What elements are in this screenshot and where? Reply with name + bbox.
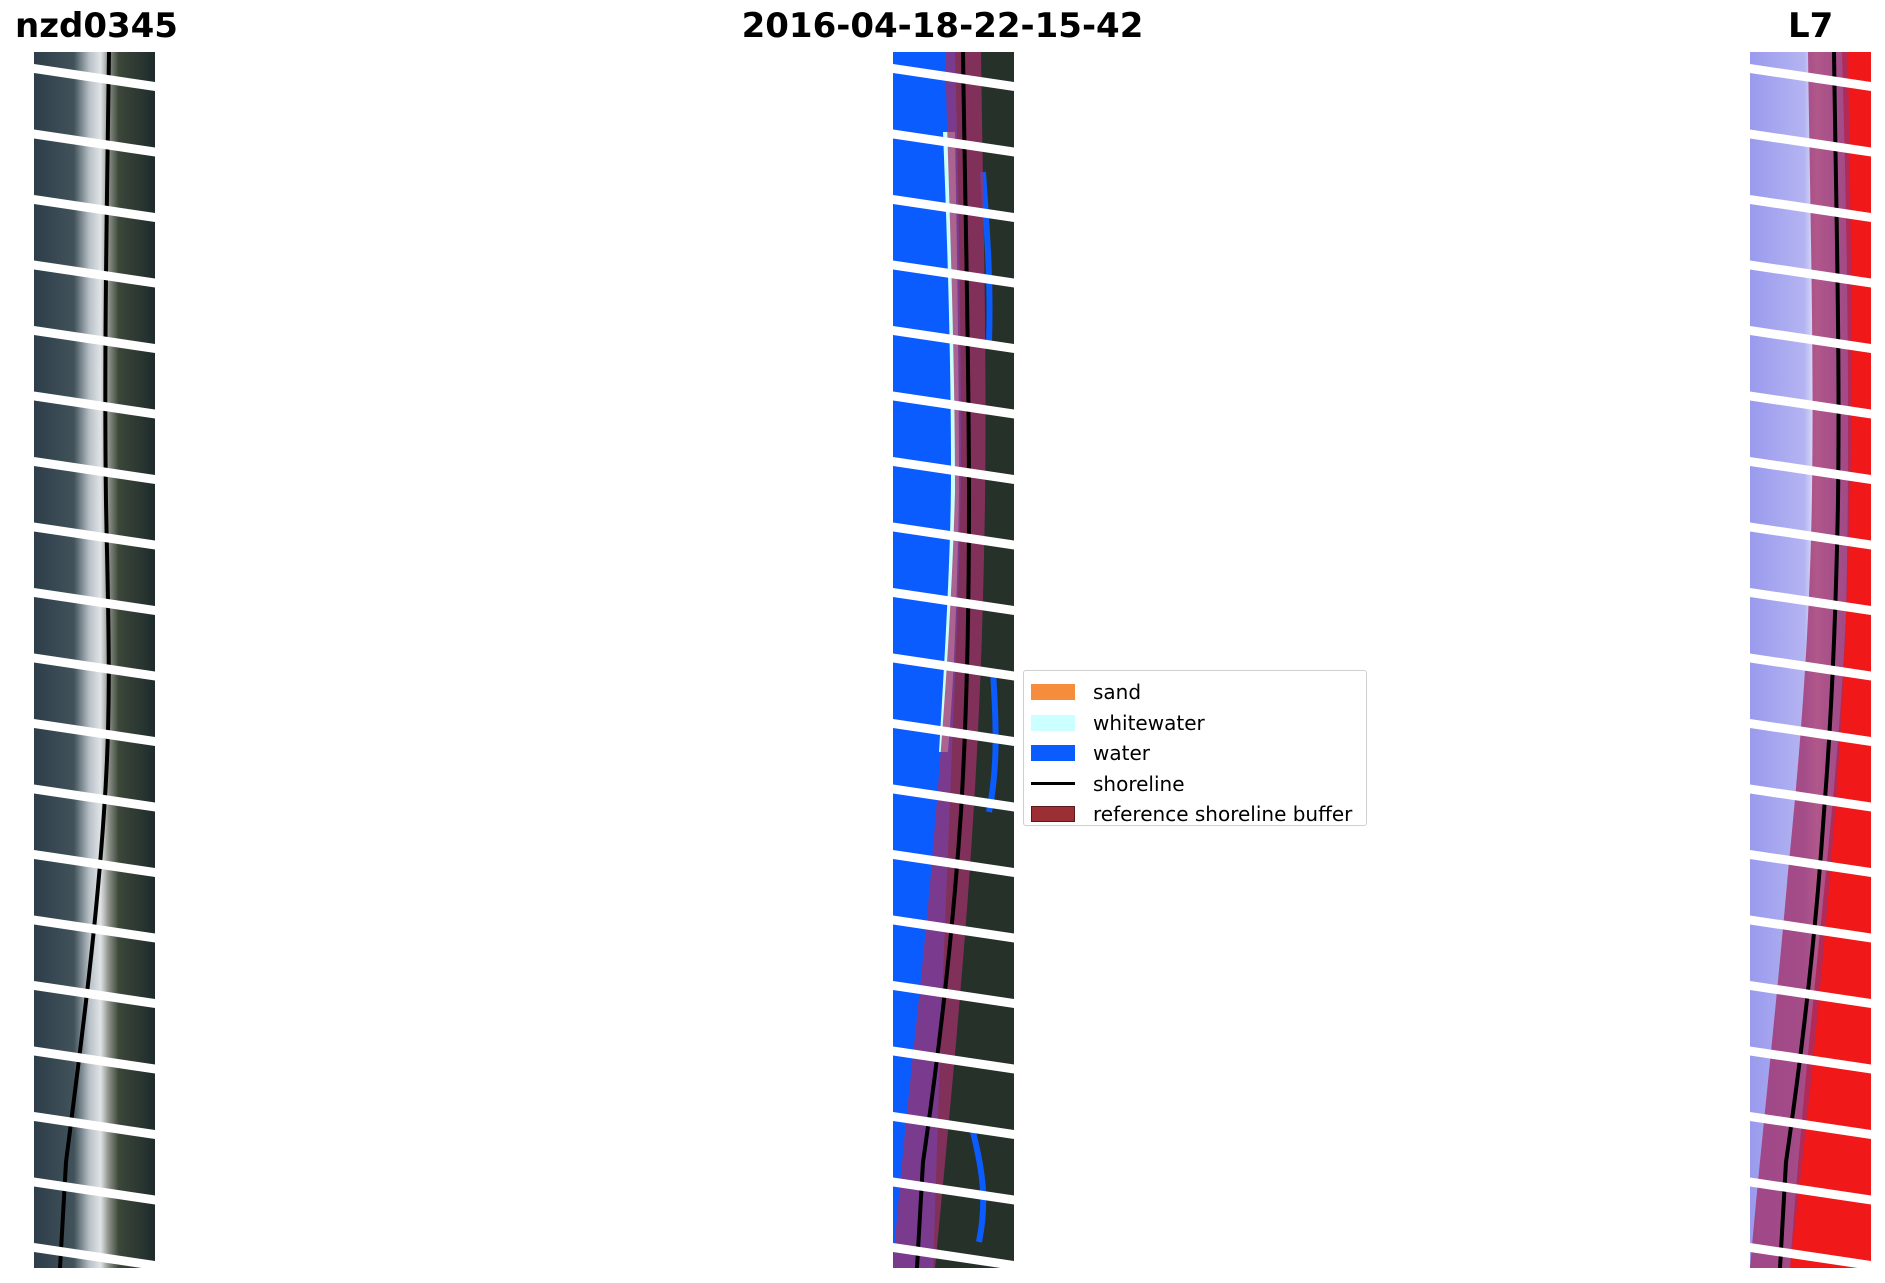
legend-swatch-shoreline [1031, 782, 1075, 786]
scanline-gap [1750, 1243, 1871, 1268]
scanline-gap [1750, 653, 1871, 681]
scanline-gap [893, 1177, 1014, 1205]
legend-item-whitewater: whitewater [1031, 708, 1366, 739]
scanline-gap [893, 522, 1014, 550]
legend-label: sand [1093, 680, 1142, 705]
scanline-gap [1750, 588, 1871, 615]
scanline-gap [893, 588, 1014, 615]
scanline-gap [1750, 1046, 1871, 1074]
scanline-gap [893, 1112, 1014, 1139]
scanline-gap [1750, 981, 1871, 1008]
scanline-gap [1750, 784, 1871, 812]
scanline-gap [893, 981, 1014, 1008]
image-title-site: nzd0345 [15, 6, 178, 46]
scanline-gap [1750, 1177, 1871, 1205]
scanline-gap [34, 850, 155, 877]
legend-label: whitewater [1093, 710, 1205, 735]
scanline-gap [34, 391, 155, 419]
shoreline-classified [915, 52, 972, 1268]
image-title-date: 2016-04-18-22-15-42 [741, 6, 1144, 46]
mndwi-image [1750, 52, 1871, 1268]
scanline-gap [34, 260, 155, 288]
scanline-gap [34, 457, 155, 484]
classified-image [893, 52, 1014, 1268]
scanline-gap [893, 1243, 1014, 1268]
scanline-gap [893, 64, 1014, 91]
legend-swatch-water [1031, 745, 1075, 762]
reference-shoreline-buffer [893, 52, 986, 1268]
rgb-satellite-image [34, 52, 155, 1268]
scanline-gap [1750, 1112, 1871, 1139]
scanline-gaps-rgb [34, 64, 155, 1268]
scanline-gap [34, 981, 155, 1008]
legend: sand whitewater water shoreline referenc… [1023, 670, 1367, 826]
legend-item-reference-shoreline-buffer: reference shoreline buffer [1031, 799, 1366, 830]
scanline-gap [1750, 850, 1871, 877]
scanline-gap [34, 129, 155, 157]
legend-label: reference shoreline buffer [1093, 802, 1353, 827]
scanline-gap [34, 1177, 155, 1205]
image-title-satellite: L7 [1788, 6, 1834, 46]
scanline-gap [893, 784, 1014, 812]
legend-item-shoreline: shoreline [1031, 769, 1366, 800]
legend-label: shoreline [1093, 771, 1185, 796]
legend-item-water: water [1031, 738, 1366, 769]
scanline-gap [34, 1112, 155, 1139]
scanline-gap [34, 653, 155, 681]
scanline-gap [1750, 522, 1871, 550]
scanline-gap [34, 915, 155, 943]
scanline-gap [1750, 457, 1871, 484]
scanline-gap [34, 588, 155, 615]
scanline-gap [34, 1046, 155, 1074]
scanline-gap [893, 850, 1014, 877]
legend-swatch-sand [1031, 684, 1075, 701]
scanline-gap [34, 326, 155, 353]
scanline-gap [893, 457, 1014, 484]
scanline-gap [893, 915, 1014, 943]
shoreline-rgb [58, 52, 111, 1268]
scanline-gap [1750, 129, 1871, 157]
scanline-gap [34, 784, 155, 812]
scanline-gap [1750, 195, 1871, 222]
scanline-gap [1750, 260, 1871, 288]
scanline-gap [893, 129, 1014, 157]
scanline-gap [1750, 326, 1871, 353]
scanline-gap [34, 64, 155, 91]
scanline-gap [34, 1243, 155, 1268]
reference-shoreline-buffer-mndwi [1750, 52, 1852, 1268]
scanline-gap [893, 195, 1014, 222]
scanline-gap [893, 653, 1014, 681]
legend-swatch-buffer [1031, 806, 1075, 823]
scanline-gap [34, 719, 155, 746]
scanline-gaps-classified [893, 64, 1014, 1268]
scanline-gap [1750, 719, 1871, 746]
scanline-gap [34, 522, 155, 550]
inland-water [970, 171, 999, 1243]
scanline-gap [893, 326, 1014, 353]
scanline-gap [1750, 915, 1871, 943]
legend-swatch-whitewater [1031, 714, 1075, 731]
scanline-gap [1750, 391, 1871, 419]
scanline-gap [34, 195, 155, 222]
scanline-gap [1750, 64, 1871, 91]
scanline-gap [893, 1046, 1014, 1074]
scanline-gap [893, 719, 1014, 746]
scanline-gaps-mndwi [1750, 64, 1871, 1268]
legend-item-sand: sand [1031, 677, 1366, 708]
legend-label: water [1093, 741, 1150, 766]
shoreline-mndwi [1778, 52, 1841, 1268]
scanline-gap [893, 260, 1014, 288]
scanline-gap [893, 391, 1014, 419]
